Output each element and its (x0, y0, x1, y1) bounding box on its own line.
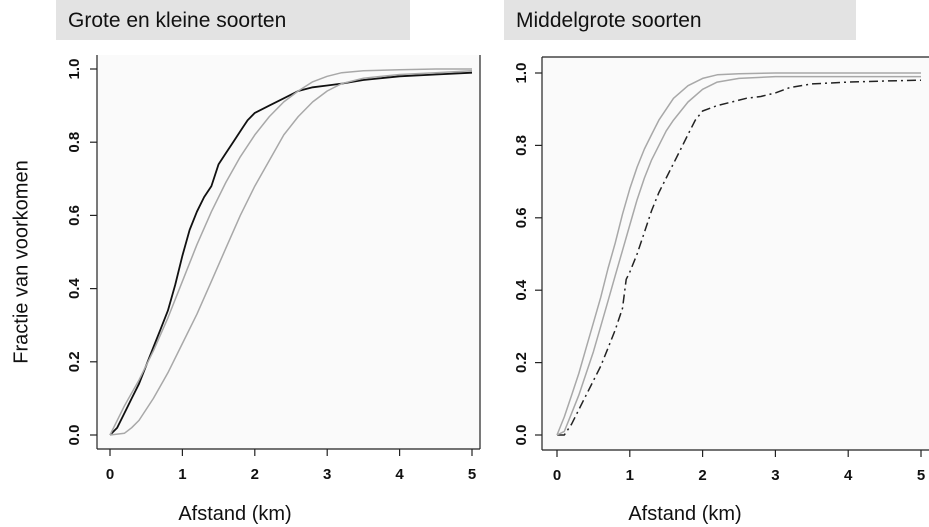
x-tick-label-right: 0 (553, 467, 561, 484)
y-tick-label-left: 0.6 (66, 205, 83, 226)
y-tick-label-right: 0.4 (513, 279, 530, 301)
x-axis-title-left: Afstand (km) (178, 503, 291, 525)
y-tick-label-left: 0.2 (66, 351, 83, 372)
x-tick-label-right: 4 (844, 467, 853, 484)
chart-title-right: Middelgrote soorten (504, 0, 856, 40)
series-line-left-2 (109, 70, 473, 436)
y-tick-label-left: 1.0 (66, 59, 83, 80)
y-tick-label-right: 0.2 (513, 352, 530, 373)
y-tick-label-left: 0.4 (66, 278, 83, 300)
series-line-right-1 (556, 72, 921, 436)
x-tick-label-left: 2 (251, 466, 259, 483)
x-tick-label-right: 2 (698, 467, 706, 484)
x-tick-label-right: 3 (771, 467, 779, 484)
chart-right: 0 1 2 3 4 5 0.0 0.2 0.4 0.6 0.8 1.0 Afstand (km) (513, 56, 929, 525)
plot-area-left (97, 55, 480, 449)
y-tick-label-left: 0.0 (66, 425, 83, 446)
x-tick-label-right: 1 (626, 467, 634, 484)
y-tick-label-right: 0.0 (513, 425, 530, 446)
y-tick-label-right: 1.0 (513, 63, 530, 84)
x-tick-label-right: 5 (917, 467, 925, 484)
x-tick-label-left: 4 (395, 466, 404, 483)
chart-left: 0 1 2 3 4 5 0.0 0.2 0.4 0.6 0.8 1.0 Afstand (km) (66, 55, 481, 525)
series-line-right-2 (556, 75, 921, 436)
x-tick-label-left: 3 (323, 466, 331, 483)
x-tick-label-left: 0 (106, 466, 114, 483)
x-tick-label-left: 1 (178, 466, 186, 483)
series-line-left-1 (109, 68, 472, 436)
chart-title-left: Grote en kleine soorten (56, 0, 410, 40)
plot-area-right (542, 57, 929, 450)
series-line-right-0 (557, 79, 922, 436)
y-tick-label-left: 0.8 (66, 132, 83, 153)
x-axis-title-right: Afstand (km) (628, 503, 741, 525)
y-tick-label-right: 0.8 (513, 135, 530, 156)
y-tick-label-right: 0.6 (513, 207, 530, 228)
x-tick-label-left: 5 (468, 466, 476, 483)
